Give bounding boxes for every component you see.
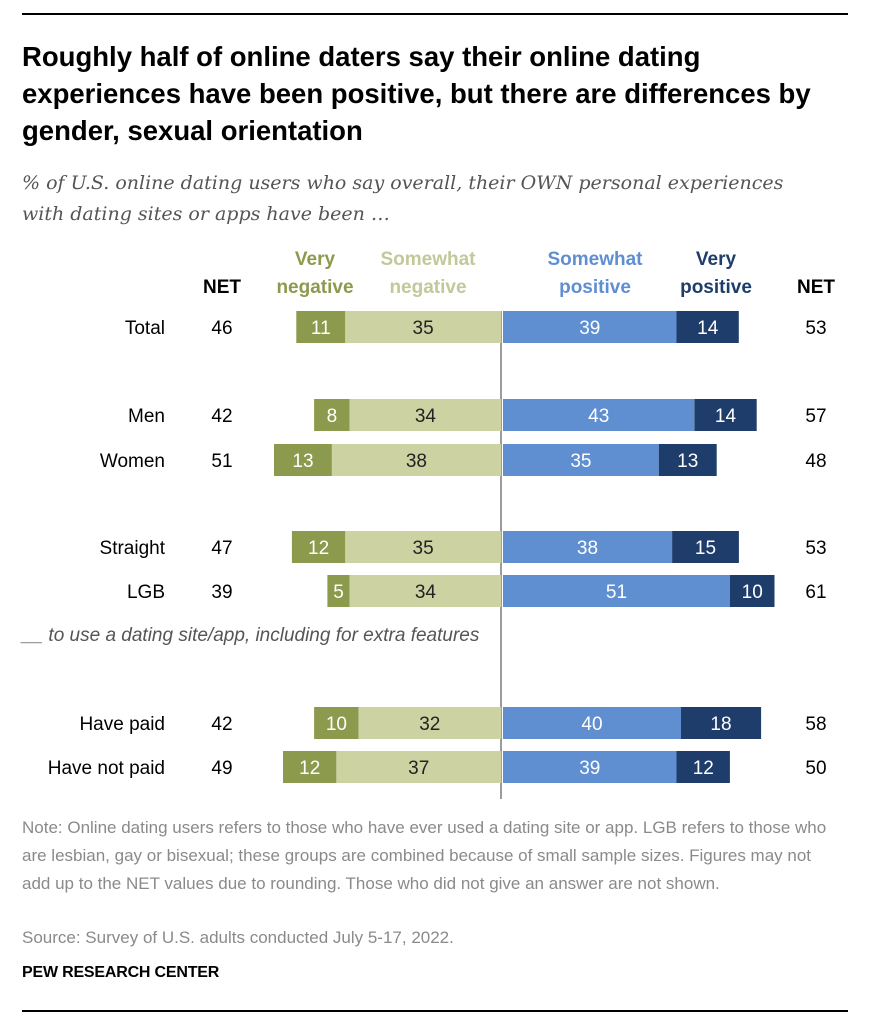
bar-somewhat-positive-straight	[503, 531, 673, 563]
value-label-somewhat-positive-have-not-paid: 39	[579, 758, 600, 779]
net-positive-total: 53	[805, 318, 826, 339]
value-label-somewhat-positive-women: 35	[570, 451, 591, 472]
section-label-payment: __ to use a dating site/app, including f…	[22, 625, 480, 646]
top-rule	[22, 13, 848, 15]
row-label-women: Women	[100, 451, 165, 472]
net-negative-lgb: 39	[211, 582, 232, 603]
value-label-very-positive-straight: 15	[695, 538, 716, 559]
value-label-somewhat-positive-men: 43	[588, 406, 609, 427]
header-net-positive: NET	[797, 277, 835, 298]
header-somewhat-positive-line2: positive	[559, 277, 631, 298]
value-label-somewhat-positive-total: 39	[579, 318, 600, 339]
value-label-somewhat-positive-straight: 38	[577, 538, 598, 559]
header-somewhat-negative-line2: negative	[389, 277, 466, 298]
chart-subtitle: % of U.S. online dating users who say ov…	[22, 172, 784, 225]
net-positive-have-paid: 58	[805, 714, 826, 735]
brand-logo-text: PEW RESEARCH CENTER	[22, 964, 220, 981]
bar-very-negative-women	[274, 444, 332, 476]
value-label-very-positive-have-not-paid: 12	[693, 758, 714, 779]
header-somewhat-positive-line1: Somewhat	[547, 249, 643, 270]
bar-somewhat-negative-women	[331, 444, 501, 476]
bar-very-negative-have-not-paid	[283, 751, 337, 783]
value-label-very-negative-total: 11	[311, 318, 331, 339]
bar-somewhat-negative-have-not-paid	[336, 751, 502, 783]
bar-somewhat-negative-lgb	[349, 575, 501, 607]
bar-somewhat-positive-women	[503, 444, 659, 476]
value-label-very-negative-straight: 12	[308, 538, 329, 559]
row-label-straight: Straight	[100, 538, 166, 559]
value-label-very-positive-women: 13	[677, 451, 698, 472]
net-negative-straight: 47	[211, 538, 232, 559]
bar-somewhat-positive-have-paid	[503, 707, 681, 739]
row-label-have-not-paid: Have not paid	[48, 758, 165, 779]
value-label-very-negative-have-paid: 10	[326, 714, 347, 735]
header-very-negative-line1: Very	[295, 249, 336, 270]
value-label-somewhat-negative-lgb: 34	[415, 582, 437, 603]
value-label-somewhat-negative-have-paid: 32	[419, 714, 440, 735]
bar-somewhat-positive-have-not-paid	[503, 751, 677, 783]
bar-somewhat-positive-total	[503, 311, 677, 343]
bar-very-negative-straight	[291, 531, 346, 563]
bar-very-positive-straight	[672, 531, 739, 563]
bar-somewhat-negative-total	[345, 311, 502, 343]
chart-note: Note: Online dating users refers to thos…	[22, 818, 827, 893]
value-label-very-negative-men: 8	[327, 406, 338, 427]
bar-very-positive-men	[694, 399, 757, 431]
value-label-somewhat-negative-total: 35	[413, 318, 434, 339]
value-label-very-negative-have-not-paid: 12	[299, 758, 320, 779]
bar-somewhat-negative-have-paid	[358, 707, 501, 739]
header-very-positive-line2: positive	[680, 277, 752, 298]
bar-very-positive-women	[658, 444, 717, 476]
bar-very-positive-have-paid	[681, 707, 762, 739]
chart-source: Source: Survey of U.S. adults conducted …	[22, 928, 454, 947]
row-label-men: Men	[128, 406, 165, 427]
bar-very-positive-total	[676, 311, 739, 343]
net-positive-straight: 53	[805, 538, 826, 559]
net-positive-have-not-paid: 50	[805, 758, 826, 779]
row-label-total: Total	[125, 318, 165, 339]
net-negative-have-not-paid: 49	[211, 758, 232, 779]
bar-somewhat-negative-men	[349, 399, 501, 431]
value-label-very-positive-have-paid: 18	[710, 714, 731, 735]
chart-title: Roughly half of online daters say their …	[22, 41, 811, 146]
row-label-have-paid: Have paid	[79, 714, 165, 735]
net-negative-women: 51	[211, 451, 232, 472]
value-label-somewhat-negative-women: 38	[406, 451, 427, 472]
value-label-somewhat-negative-men: 34	[415, 406, 437, 427]
value-label-somewhat-negative-straight: 35	[413, 538, 434, 559]
bar-very-negative-lgb	[327, 575, 350, 607]
value-label-very-positive-total: 14	[697, 318, 719, 339]
header-net-negative: NET	[203, 277, 241, 298]
diverging-bar-chart: NET NET Very negative Somewhat negative Somewh…	[48, 249, 835, 799]
value-label-very-negative-lgb: 5	[333, 582, 344, 603]
value-label-very-positive-lgb: 10	[742, 582, 763, 603]
bar-very-positive-lgb	[730, 575, 775, 607]
value-label-somewhat-negative-have-not-paid: 37	[408, 758, 429, 779]
bar-very-positive-have-not-paid	[676, 751, 730, 783]
row-label-lgb: LGB	[127, 582, 165, 603]
value-label-very-negative-women: 13	[292, 451, 313, 472]
net-negative-men: 42	[211, 406, 232, 427]
net-positive-men: 57	[805, 406, 826, 427]
header-very-positive-line1: Very	[696, 249, 737, 270]
net-negative-total: 46	[211, 318, 232, 339]
bar-very-negative-men	[314, 399, 350, 431]
bottom-rule	[22, 1010, 848, 1012]
header-very-negative-line2: negative	[276, 277, 353, 298]
bar-somewhat-negative-straight	[345, 531, 502, 563]
bar-somewhat-positive-lgb	[503, 575, 730, 607]
net-positive-women: 48	[805, 451, 826, 472]
bar-very-negative-total	[296, 311, 346, 343]
net-positive-lgb: 61	[805, 582, 826, 603]
bar-very-negative-have-paid	[314, 707, 359, 739]
value-label-somewhat-positive-have-paid: 40	[581, 714, 602, 735]
header-somewhat-negative-line1: Somewhat	[380, 249, 476, 270]
value-label-very-positive-men: 14	[715, 406, 737, 427]
bar-somewhat-positive-men	[503, 399, 695, 431]
net-negative-have-paid: 42	[211, 714, 232, 735]
value-label-somewhat-positive-lgb: 51	[606, 582, 627, 603]
